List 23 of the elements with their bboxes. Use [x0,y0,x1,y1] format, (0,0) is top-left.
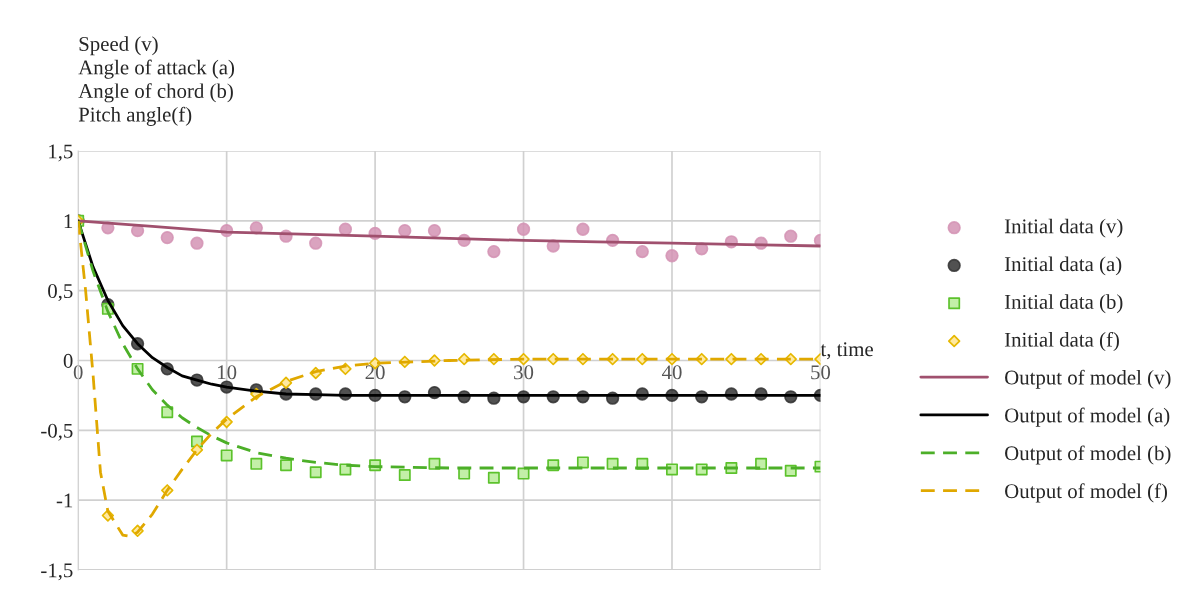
y-tick-label: 1,5 [49,144,73,162]
y-tick-label: 0,5 [48,284,73,302]
y-tick-label: -0,5 [41,423,73,441]
legend-label: Initial data (a) [1004,256,1122,276]
y-axis-title: Speed (v) Angle of attack (a) Angle of chord (b) Pitch angle(f) [78,36,235,126]
x-axis-title: t, time [820,342,873,360]
legend-label: Output of model (a) [1005,407,1170,427]
y-tick-label: 1 [64,214,73,229]
x-tick-label: 10 [218,365,237,380]
legend-label: Initial data (v) [1004,218,1123,238]
x-tick-label: 0 [73,365,83,380]
x-tick-label: 50 [811,365,831,380]
x-tick-label: 30 [514,365,534,380]
y-tick-label: 0 [63,353,73,368]
y-tick-label: -1 [56,493,73,508]
y-tick-label: -1,5 [41,563,73,581]
legend-label: Initial data (b) [1004,294,1123,314]
legend-label: Initial data (f) [1004,331,1119,351]
x-tick-label: 20 [365,365,385,380]
legend-label: Output of model (v) [1005,369,1171,389]
legend-label: Output of model (b) [1005,445,1171,465]
x-tick-label: 40 [661,365,682,380]
legend-label: Output of model (f) [1005,483,1167,503]
